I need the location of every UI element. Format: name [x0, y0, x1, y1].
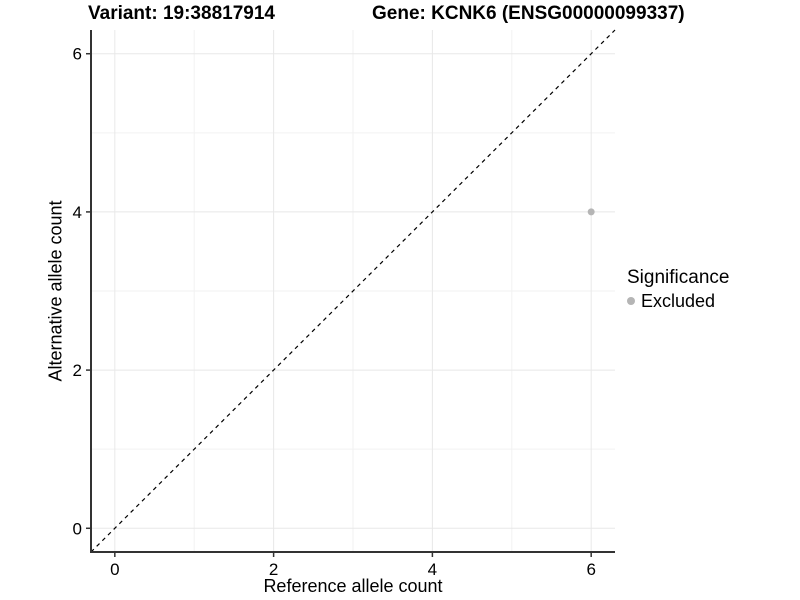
x-axis-title: Reference allele count [263, 576, 443, 596]
variant-title: Variant: 19:38817914 [88, 3, 275, 24]
y-tick-label: 6 [73, 45, 82, 64]
x-tick-label: 2 [269, 560, 278, 579]
gene-title: Gene: KCNK6 (ENSG00000099337) [372, 3, 685, 24]
y-tick-label: 0 [73, 519, 82, 538]
legend: Significance Excluded [627, 267, 729, 311]
legend-title: Significance [627, 267, 730, 288]
legend-item-excluded: Excluded [627, 291, 729, 311]
x-tick-label: 4 [428, 560, 437, 579]
legend-point-marker [627, 297, 635, 305]
data-point [587, 208, 595, 216]
x-tick-label: 6 [586, 560, 595, 579]
y-axis-title: Alternative allele count [45, 200, 66, 382]
y-tick-label: 2 [73, 361, 82, 380]
x-tick-label: 0 [110, 560, 119, 579]
identity-line [90, 29, 616, 553]
legend-item-label: Excluded [641, 291, 716, 311]
y-tick-label: 4 [73, 203, 82, 222]
